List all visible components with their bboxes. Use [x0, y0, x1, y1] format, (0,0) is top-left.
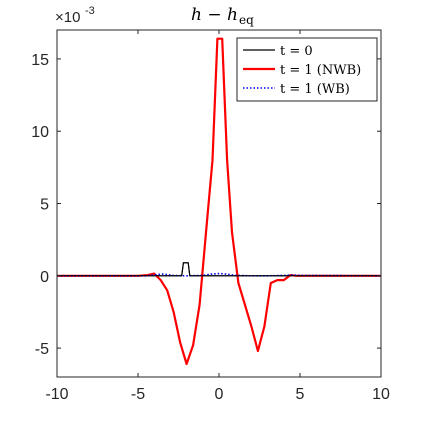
- y-tick-label: 15: [31, 52, 49, 69]
- chart-title-subscript: eq: [239, 13, 254, 27]
- x-tick-label: -10: [45, 386, 68, 403]
- y-axis-exponent: ×10 -3: [55, 5, 95, 26]
- y-exponent-power: -3: [85, 5, 95, 17]
- series-line-1: [57, 37, 381, 366]
- legend-label-1: t = 1 (NWB): [280, 63, 361, 78]
- y-tick-label: 0: [40, 269, 49, 286]
- y-tick-label: -5: [35, 341, 49, 358]
- x-tick-label: -5: [131, 386, 145, 403]
- x-tick-label: 0: [215, 386, 224, 403]
- x-tick-label: 10: [372, 386, 390, 403]
- series-layer: [57, 37, 382, 366]
- legend-label-0: t = 0: [280, 44, 313, 59]
- y-exponent-base: ×10: [55, 9, 80, 26]
- axes: -10 -5 0 5 10 -5 0 5 10 15: [31, 29, 390, 403]
- chart-title-main: h − h: [191, 5, 238, 25]
- series-line-0-overlay: [57, 262, 381, 277]
- y-tick-label: 10: [31, 124, 49, 141]
- legend-label-2: t = 1 (WB): [280, 82, 350, 97]
- chart-title: h − h eq: [191, 5, 254, 27]
- legend: t = 0 t = 1 (NWB) t = 1 (WB): [236, 37, 378, 102]
- y-tick-label: 5: [40, 197, 49, 214]
- x-tick-label: 5: [296, 386, 305, 403]
